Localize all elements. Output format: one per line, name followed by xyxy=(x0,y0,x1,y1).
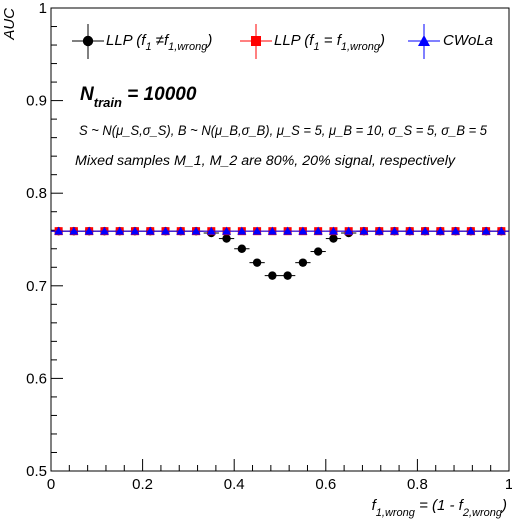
y-axis-title: AUC xyxy=(1,8,18,41)
data-point xyxy=(252,258,262,267)
data-point xyxy=(298,226,308,235)
x-tick-label: 0.2 xyxy=(132,476,153,493)
data-point xyxy=(481,226,491,235)
legend-marker-circle xyxy=(82,35,94,47)
data-point xyxy=(252,226,262,235)
x-tick-label: 0 xyxy=(47,476,55,493)
data-point xyxy=(390,226,399,235)
legend-label-cwola: CWoLa xyxy=(443,32,493,49)
data-point xyxy=(191,226,201,235)
data-point xyxy=(359,226,369,235)
x-tick-label: 0.4 xyxy=(224,476,245,493)
data-point xyxy=(267,226,277,235)
data-point xyxy=(115,226,125,235)
y-tick-label: 1 xyxy=(39,0,47,17)
data-point xyxy=(145,226,155,235)
ntrain-annotation: Ntrain = 10000 xyxy=(80,84,197,110)
y-tick-label: 0.5 xyxy=(26,463,47,480)
data-point xyxy=(206,226,216,235)
data-point xyxy=(496,226,506,235)
legend-entry-llp-correct: LLP (f1 = f1,wrong) xyxy=(240,24,385,59)
axis-ticks: 0 0.2 0.4 0.6 0.8 1 0.5 0.6 0.7 0.8 0.9 1 xyxy=(26,0,512,493)
x-tick-label: 0.8 xyxy=(407,476,428,493)
data-layer xyxy=(51,226,509,280)
data-point xyxy=(313,247,323,256)
data-point xyxy=(161,226,170,235)
data-point xyxy=(54,226,64,235)
data-point xyxy=(237,226,247,235)
series-triangle xyxy=(51,226,509,235)
data-point xyxy=(222,226,232,235)
data-point xyxy=(99,226,109,235)
data-point xyxy=(313,226,323,235)
legend: LLP (f1 ≠f1,wrong) LLP (f1 = f1,wrong) C… xyxy=(72,24,493,59)
plot-frame xyxy=(50,7,510,472)
data-point xyxy=(84,226,94,235)
y-tick-label: 0.8 xyxy=(26,185,47,202)
y-tick-label: 0.7 xyxy=(26,278,47,295)
data-point xyxy=(329,234,338,243)
data-point xyxy=(69,226,79,235)
data-point xyxy=(283,271,292,280)
data-point xyxy=(237,244,247,253)
data-point xyxy=(268,271,277,280)
data-point xyxy=(466,226,476,235)
data-point xyxy=(405,226,415,235)
y-tick-label: 0.9 xyxy=(26,93,47,110)
mixed-samples-annotation: Mixed samples M_1, M_2 are 80%, 20% sign… xyxy=(75,153,456,168)
data-point xyxy=(435,226,445,235)
data-point xyxy=(374,226,384,235)
data-point xyxy=(298,258,308,267)
x-tick-label: 1 xyxy=(505,476,512,493)
legend-label-llp-wrong: LLP (f1 ≠f1,wrong) xyxy=(106,32,212,53)
x-tick-label: 0.6 xyxy=(315,476,336,493)
legend-marker-square xyxy=(251,36,261,46)
legend-entry-cwola: CWoLa xyxy=(408,24,493,59)
data-point xyxy=(283,226,293,235)
data-point xyxy=(130,226,140,235)
data-point xyxy=(344,226,354,235)
legend-marker-triangle xyxy=(418,35,430,46)
x-axis-title: f1,wrong = (1 - f2,wrong) xyxy=(372,497,507,519)
y-tick-label: 0.6 xyxy=(26,370,47,387)
distribution-annotation: S ~ N(μ_S,σ_S), B ~ N(μ_B,σ_B), μ_S = 5,… xyxy=(79,123,487,138)
data-point xyxy=(328,226,338,235)
legend-label-llp-correct: LLP (f1 = f1,wrong) xyxy=(274,32,385,53)
data-point xyxy=(451,226,461,235)
legend-entry-llp-wrong: LLP (f1 ≠f1,wrong) xyxy=(72,24,212,59)
data-point xyxy=(222,234,231,243)
data-point xyxy=(420,226,430,235)
data-point xyxy=(176,226,186,235)
